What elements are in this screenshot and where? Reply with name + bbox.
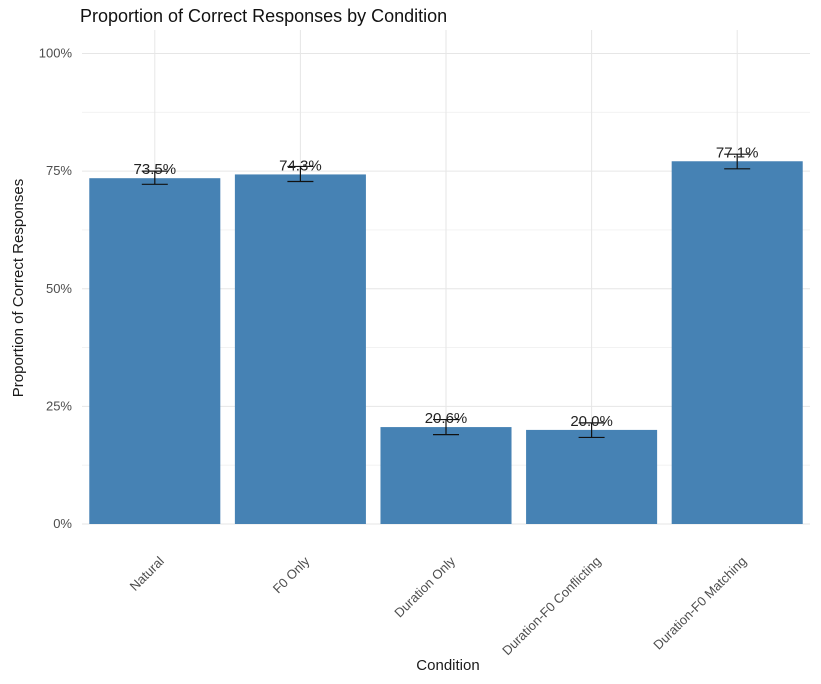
data-label: 73.5% (134, 161, 177, 178)
x-tick-label: Duration-F0 Conflicting (499, 554, 604, 659)
x-tick-label: Duration-F0 Matching (650, 554, 749, 653)
error-bar (141, 170, 168, 185)
error-bar (724, 153, 751, 170)
error-bar (578, 422, 605, 439)
error-bars (141, 153, 751, 439)
data-label: 20.6% (425, 410, 468, 427)
data-label: 20.0% (570, 413, 613, 430)
error-bar (433, 418, 459, 436)
data-label: 77.1% (716, 144, 759, 161)
y-tick-label: 100% (39, 46, 73, 61)
y-tick-label: 25% (46, 398, 72, 413)
bar (89, 178, 221, 524)
bar (380, 427, 512, 524)
y-tick-label: 50% (46, 281, 72, 296)
chart-title: Proportion of Correct Responses by Condi… (80, 6, 447, 26)
x-axis-ticks: Natural F0 Only Duration Only Duration-F0 C… (127, 553, 750, 658)
data-label: 74.3% (279, 157, 322, 174)
bars (89, 161, 803, 524)
bar (526, 429, 658, 524)
y-tick-label: 75% (46, 163, 72, 178)
x-tick-label: Duration Only (391, 553, 458, 620)
y-tick-label: 0% (53, 516, 72, 531)
data-labels: 73.5% 74.3% 20.6% 20.0% 77.1% (134, 144, 759, 430)
y-axis-title: Proportion of Correct Responses (10, 179, 27, 397)
error-bar (287, 165, 314, 183)
bar (671, 161, 803, 524)
x-tick-label: Natural (127, 553, 167, 593)
bar (234, 174, 366, 524)
x-tick-label: F0 Only (270, 553, 313, 596)
x-axis-title: Condition (416, 657, 479, 674)
y-axis-ticks: 0% 25% 50% 75% 100% (39, 46, 73, 531)
